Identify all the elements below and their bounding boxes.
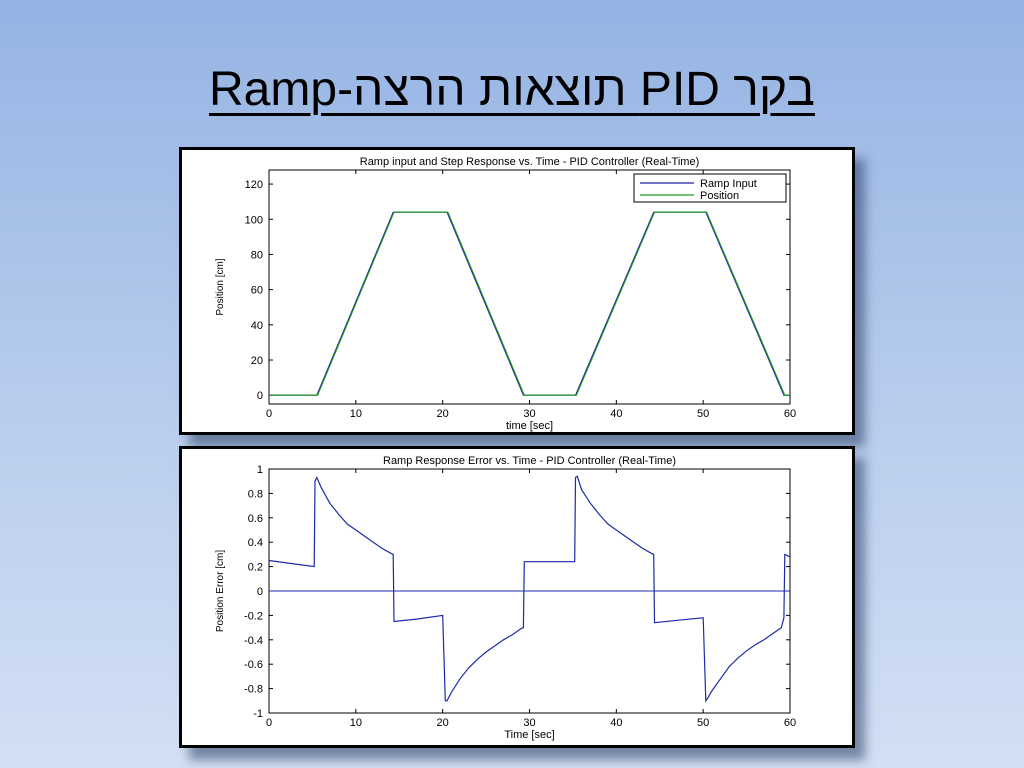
x-axis-label: time [sec] [506, 420, 553, 432]
x-tick-label: 30 [523, 408, 535, 420]
y-tick-label: 20 [251, 355, 263, 367]
x-tick-label: 0 [266, 408, 272, 420]
series-line-1 [268, 475, 791, 703]
slide-title: בקר PID תוצאות הרצה-Ramp [209, 63, 815, 116]
x-tick-label: 50 [697, 408, 709, 420]
y-axis-label: Position Error [cm] [215, 550, 226, 632]
ramp-error-figure: Ramp Response Error vs. Time - PID Contr… [179, 446, 855, 748]
y-tick-label: 100 [245, 214, 263, 226]
y-tick-label: 80 [251, 249, 263, 261]
x-tick-label: 50 [697, 717, 709, 729]
y-tick-label: -0.8 [244, 684, 263, 696]
ramp-error-chart: Ramp Response Error vs. Time - PID Contr… [215, 455, 796, 741]
y-tick-label: 0.8 [248, 488, 263, 500]
y-tick-label: 0 [257, 390, 263, 402]
x-tick-label: 30 [523, 717, 535, 729]
x-tick-label: 40 [610, 408, 622, 420]
y-tick-label: 120 [245, 179, 263, 191]
x-tick-label: 0 [266, 717, 272, 729]
y-tick-label: 0.6 [248, 513, 263, 525]
series-line-1 [269, 211, 790, 396]
chart-title: Ramp Response Error vs. Time - PID Contr… [383, 455, 676, 467]
x-tick-label: 20 [437, 717, 449, 729]
y-tick-label: -0.4 [244, 635, 263, 647]
y-axis-label: Position [cm] [215, 258, 226, 315]
y-tick-label: 60 [251, 285, 263, 297]
x-axis-label: Time [sec] [504, 729, 554, 741]
x-tick-label: 10 [350, 408, 362, 420]
ramp-position-chart: Ramp input and Step Response vs. Time - … [215, 156, 796, 432]
y-tick-label: -0.2 [244, 610, 263, 622]
y-tick-label: 40 [251, 320, 263, 332]
ramp-position-figure: Ramp input and Step Response vs. Time - … [179, 147, 855, 435]
legend-label: Ramp Input [700, 178, 757, 190]
y-tick-label: 0 [257, 586, 263, 598]
y-tick-label: 0.2 [248, 562, 263, 574]
x-tick-label: 20 [437, 408, 449, 420]
x-tick-label: 60 [784, 717, 796, 729]
chart-title: Ramp input and Step Response vs. Time - … [360, 156, 700, 168]
y-tick-label: 0.4 [248, 537, 263, 549]
series-line-2 [269, 211, 790, 396]
x-tick-label: 60 [784, 408, 796, 420]
y-tick-label: -0.6 [244, 659, 263, 671]
plot-frame [268, 169, 791, 405]
legend-label: Position [700, 190, 739, 202]
x-tick-label: 40 [610, 717, 622, 729]
legend-box [633, 173, 787, 203]
x-tick-label: 10 [350, 717, 362, 729]
y-tick-label: -1 [253, 708, 263, 720]
y-tick-label: 1 [257, 464, 263, 476]
